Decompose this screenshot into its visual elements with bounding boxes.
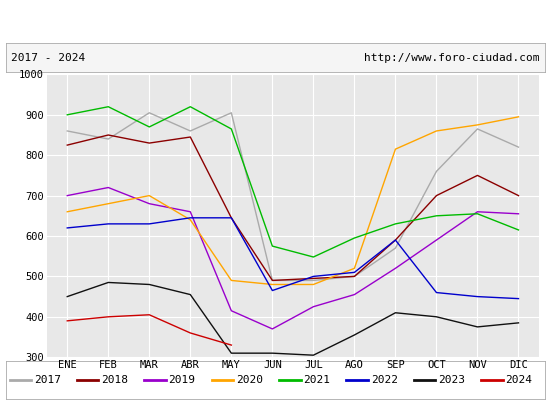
Text: 2017 - 2024: 2017 - 2024 (11, 53, 85, 63)
Text: 2021: 2021 (303, 375, 331, 385)
Text: 2023: 2023 (438, 375, 465, 385)
Text: 2019: 2019 (168, 375, 196, 385)
Text: 2022: 2022 (371, 375, 398, 385)
Text: Evolucion del paro registrado en Fraga: Evolucion del paro registrado en Fraga (127, 14, 423, 29)
Text: 2020: 2020 (236, 375, 263, 385)
Text: 2018: 2018 (101, 375, 128, 385)
Text: 2024: 2024 (505, 375, 532, 385)
Text: http://www.foro-ciudad.com: http://www.foro-ciudad.com (364, 53, 539, 63)
Text: 2017: 2017 (34, 375, 61, 385)
